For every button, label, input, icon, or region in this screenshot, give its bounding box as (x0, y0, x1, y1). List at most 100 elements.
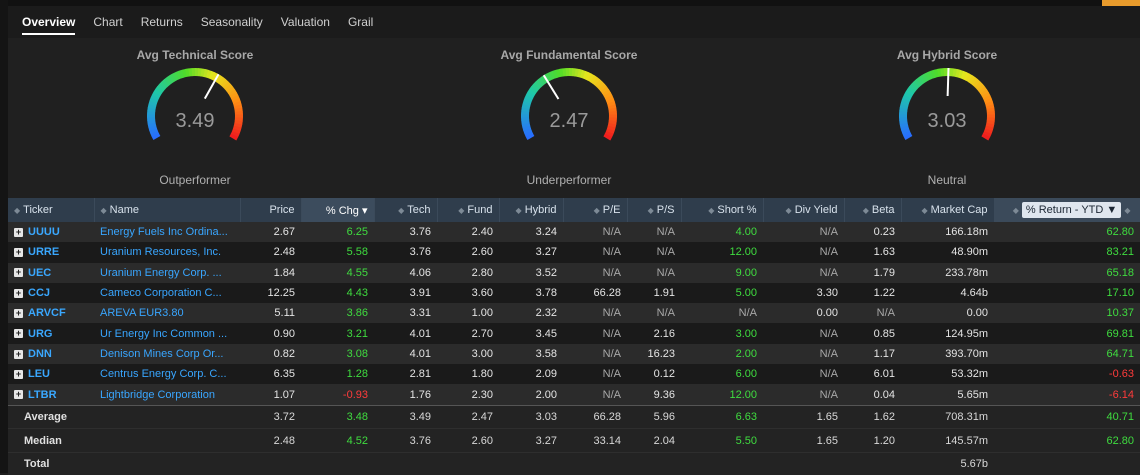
column-header-ticker[interactable]: ◆Ticker (8, 198, 94, 222)
pe-cell: N/A (563, 384, 627, 405)
gauge-arc-segment (953, 72, 956, 73)
price-cell: 2.48 (240, 242, 301, 262)
column-header-pct-chg[interactable]: % Chg ▾ (301, 198, 374, 222)
tab-valuation[interactable]: Valuation (272, 6, 339, 38)
gauge-arc-segment (529, 94, 531, 97)
name-cell[interactable]: Denison Mines Corp Or... (94, 344, 240, 364)
gauge-arc-segment (177, 75, 180, 76)
short-cell: 9.00 (681, 263, 763, 283)
ticker-cell[interactable]: +ARVCF (8, 303, 94, 323)
expand-plus-icon[interactable]: + (14, 289, 23, 298)
column-header-return-ytd[interactable]: ◆% Return - YTD ▼ ◆ (994, 198, 1140, 222)
expand-plus-icon[interactable]: + (14, 350, 23, 359)
gauge-arc-segment (956, 73, 959, 74)
column-header-tech[interactable]: ◆Tech (374, 198, 437, 222)
column-header-hybrid[interactable]: ◆Hybrid (499, 198, 563, 222)
gauge-arc-segment (916, 82, 919, 84)
summary-ps-cell: 5.96 (627, 405, 681, 429)
ticker-cell[interactable]: +URRE (8, 242, 94, 262)
gauge-needle (948, 68, 949, 96)
column-header-ps[interactable]: ◆P/S (627, 198, 681, 222)
gauge-arc-segment (221, 80, 224, 82)
gauge-arc-segment (909, 91, 911, 94)
column-header-short-pct[interactable]: ◆Short % (681, 198, 763, 222)
expand-plus-icon[interactable]: + (14, 228, 23, 237)
expand-plus-icon[interactable]: + (14, 370, 23, 379)
tab-grail[interactable]: Grail (339, 6, 382, 38)
mcap-cell: 166.18m (901, 222, 994, 242)
summary-ytd-cell (994, 452, 1140, 475)
mcap-cell: 124.95m (901, 323, 994, 343)
summary-chg-cell (301, 452, 374, 475)
ticker-cell[interactable]: +URG (8, 323, 94, 343)
column-header-fund[interactable]: ◆Fund (437, 198, 499, 222)
ticker-cell[interactable]: +LTBR (8, 384, 94, 405)
gauge-title: Avg Technical Score (85, 48, 305, 62)
column-header-price[interactable]: Price (240, 198, 301, 222)
gauge-arc-segment (230, 89, 232, 92)
column-header-pe[interactable]: ◆P/E (563, 198, 627, 222)
filter-chip[interactable]: % Return - YTD ▼ (1022, 202, 1121, 218)
gauge-arc-segment (919, 80, 922, 82)
column-header-market-cap[interactable]: ◆Market Cap (901, 198, 994, 222)
fund-cell: 3.00 (437, 344, 499, 364)
div-cell: N/A (763, 364, 844, 384)
column-header-name[interactable]: ◆Name (94, 198, 240, 222)
name-cell[interactable]: Lightbridge Corporation (94, 384, 240, 405)
gauge-arc-segment (534, 86, 536, 89)
gauge-arc-segment (538, 82, 541, 84)
expand-plus-icon[interactable]: + (14, 248, 23, 257)
expand-plus-icon[interactable]: + (14, 390, 23, 399)
summary-label: Median (8, 429, 240, 453)
sort-icon: ◆ (921, 206, 927, 215)
ticker-cell[interactable]: +UEC (8, 263, 94, 283)
tab-chart[interactable]: Chart (84, 6, 131, 38)
gauge-arc-segment (557, 73, 560, 74)
gauge-arc-segment (180, 74, 183, 75)
tech-cell: 3.76 (374, 242, 437, 262)
expand-plus-icon[interactable]: + (14, 329, 23, 338)
div-cell: N/A (763, 242, 844, 262)
tab-seasonality[interactable]: Seasonality (192, 6, 272, 38)
tab-overview[interactable]: Overview (8, 6, 84, 38)
fund-cell: 2.30 (437, 384, 499, 405)
tab-returns[interactable]: Returns (132, 6, 192, 38)
column-header-beta[interactable]: ◆Beta (844, 198, 901, 222)
expand-plus-icon[interactable]: + (14, 268, 23, 277)
gauge-value: 3.03 (837, 110, 1057, 133)
gauge-arc-segment (533, 89, 535, 92)
gauge-value: 2.47 (459, 110, 679, 133)
gauge-arc-segment (904, 105, 905, 108)
name-cell[interactable]: Ur Energy Inc Common ... (94, 323, 240, 343)
mcap-cell: 4.64b (901, 283, 994, 303)
summary-pe-cell: 33.14 (563, 429, 627, 453)
name-cell[interactable]: Centrus Energy Corp. C... (94, 364, 240, 384)
ticker-cell[interactable]: +UUUU (8, 222, 94, 242)
hybrid-cell: 3.58 (499, 344, 563, 364)
div-cell: N/A (763, 222, 844, 242)
name-cell[interactable]: Uranium Energy Corp. ... (94, 263, 240, 283)
name-cell[interactable]: Cameco Corporation C... (94, 283, 240, 303)
name-cell[interactable]: Energy Fuels Inc Ordina... (94, 222, 240, 242)
ticker-cell[interactable]: +CCJ (8, 283, 94, 303)
name-cell[interactable]: AREVA EUR3.80 (94, 303, 240, 323)
column-header-div-yield[interactable]: ◆Div Yield (763, 198, 844, 222)
name-cell[interactable]: Uranium Resources, Inc. (94, 242, 240, 262)
summary-price-cell: 2.48 (240, 429, 301, 453)
summary-chg-cell: 3.48 (301, 405, 374, 429)
gauge-arc-segment (905, 99, 906, 102)
ticker-cell[interactable]: +DNN (8, 344, 94, 364)
expand-plus-icon[interactable]: + (14, 309, 23, 318)
gauge-value: 3.49 (85, 110, 305, 133)
ticker-cell[interactable]: +LEU (8, 364, 94, 384)
mcap-cell: 5.65m (901, 384, 994, 405)
